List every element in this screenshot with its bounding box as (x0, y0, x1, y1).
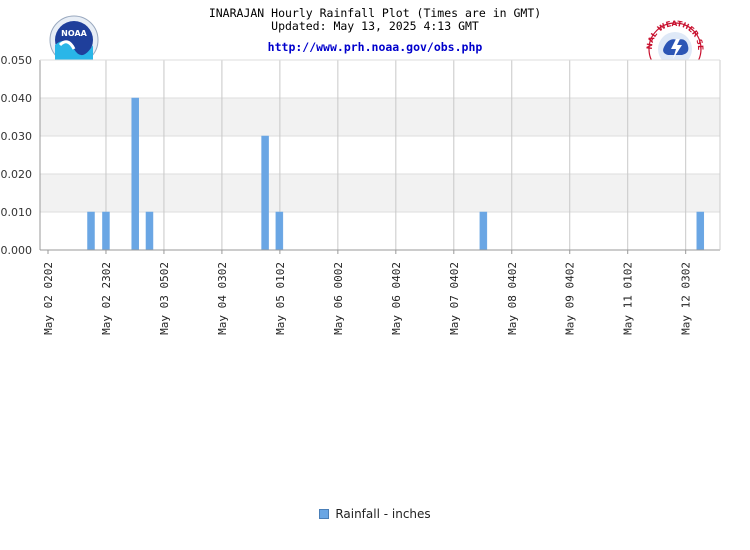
obs-link[interactable]: http://www.prh.noaa.gov/obs.php (267, 40, 483, 54)
x-tick-label: May 12 0302 (680, 262, 693, 335)
rainfall-bar (102, 211, 110, 251)
x-axis-ticks: May 02 0202 May 02 2302 May 03 0502 May 04 … (42, 262, 693, 335)
x-tick-label: May 11 0102 (622, 262, 635, 335)
rainfall-bar (261, 135, 269, 251)
rainfall-bar (145, 211, 154, 251)
legend-label: Rainfall - inches (335, 507, 431, 521)
y-tick-label: 0.030 (1, 130, 33, 143)
noaa-logo-icon: NOAA (49, 15, 99, 60)
legend: Rainfall - inches (0, 507, 750, 521)
updated-timestamp: Updated: May 13, 2025 4:13 GMT (271, 19, 479, 33)
legend-swatch (319, 508, 330, 519)
x-tick-label: May 02 0202 (42, 262, 55, 335)
y-tick-label: 0.040 (1, 92, 33, 105)
x-tick-label: May 03 0502 (158, 262, 171, 335)
plot-axes (39, 59, 721, 254)
rainfall-bar (696, 211, 705, 251)
x-tick-label: May 08 0402 (506, 262, 519, 335)
y-tick-label: 0.050 (1, 54, 33, 67)
y-tick-label: 0.020 (1, 168, 33, 181)
x-tick-label: May 07 0402 (448, 262, 461, 335)
x-tick-label: May 05 0102 (274, 262, 287, 335)
rainfall-bar (275, 211, 284, 251)
chart-title: INARAJAN Hourly Rainfall Plot (Times are… (208, 6, 542, 20)
rainfall-bar (479, 211, 488, 251)
noaa-logo-text: NOAA (61, 29, 87, 38)
x-tick-label: May 02 2302 (100, 262, 113, 335)
rainfall-bar (87, 211, 95, 251)
rainfall-bar (131, 97, 139, 251)
y-tick-label: 0.000 (1, 244, 33, 257)
x-tick-label: May 06 0402 (390, 262, 403, 335)
plot-bands (40, 98, 720, 212)
plot-band (40, 174, 720, 212)
plot-band (40, 98, 720, 136)
x-tick-label: May 04 0302 (216, 262, 229, 335)
rainfall-chart: 0.000 0.010 0.020 0.030 0.040 0.050 May 02 02… (1, 54, 721, 335)
x-tick-label: May 06 0002 (332, 262, 345, 335)
x-tick-label: May 09 0402 (564, 262, 577, 335)
plot-grid (40, 59, 720, 251)
y-axis-ticks: 0.000 0.010 0.020 0.030 0.040 0.050 (1, 54, 33, 257)
nws-logo-icon: NATIONAL WEATHER SERVICE (644, 13, 705, 60)
y-tick-label: 0.010 (1, 206, 33, 219)
